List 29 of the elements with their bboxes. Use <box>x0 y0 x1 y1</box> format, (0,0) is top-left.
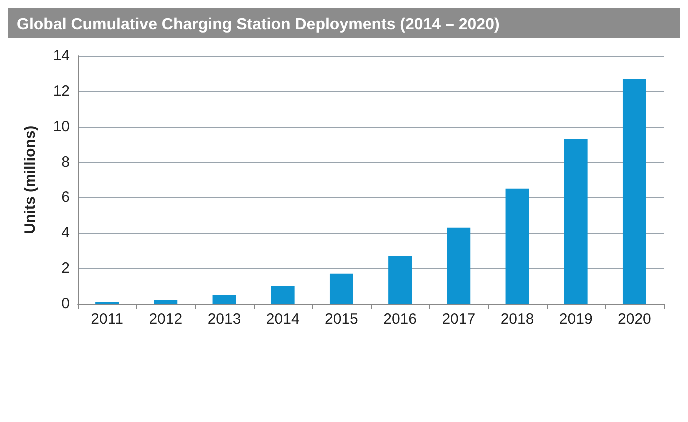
y-tick-label: 12 <box>53 82 70 100</box>
y-tick-label: 4 <box>62 224 70 242</box>
x-tick-label: 2011 <box>91 311 124 328</box>
x-tick-label: 2014 <box>266 311 300 328</box>
bar <box>447 228 471 304</box>
x-tick-label: 2020 <box>618 311 652 328</box>
bar <box>622 79 646 304</box>
x-tick-label: 2015 <box>325 311 358 328</box>
x-tick-label: 2019 <box>559 311 593 328</box>
x-tick-label: 2018 <box>500 311 534 328</box>
y-tick-label: 10 <box>53 118 70 136</box>
y-tick-label: 2 <box>62 260 70 278</box>
bar <box>388 256 412 304</box>
x-tick-label: 2017 <box>442 311 476 328</box>
bar <box>212 295 236 304</box>
y-tick-label: 6 <box>62 189 70 206</box>
y-tick-label: 0 <box>62 296 70 312</box>
y-axis-title: Units (millions) <box>22 126 39 234</box>
x-tick-label: 2016 <box>384 311 417 328</box>
bar <box>330 274 354 304</box>
chart-title: Global Cumulative Charging Station Deployments (2014 – 2020) <box>17 16 500 34</box>
x-tick-label: 2013 <box>208 311 242 328</box>
x-tick-label: 2012 <box>149 311 183 328</box>
bar <box>564 139 588 304</box>
bar <box>506 188 530 304</box>
y-tick-label: 8 <box>62 154 70 171</box>
bar <box>154 300 178 304</box>
y-tick-label: 14 <box>53 48 70 64</box>
bar <box>271 286 295 304</box>
